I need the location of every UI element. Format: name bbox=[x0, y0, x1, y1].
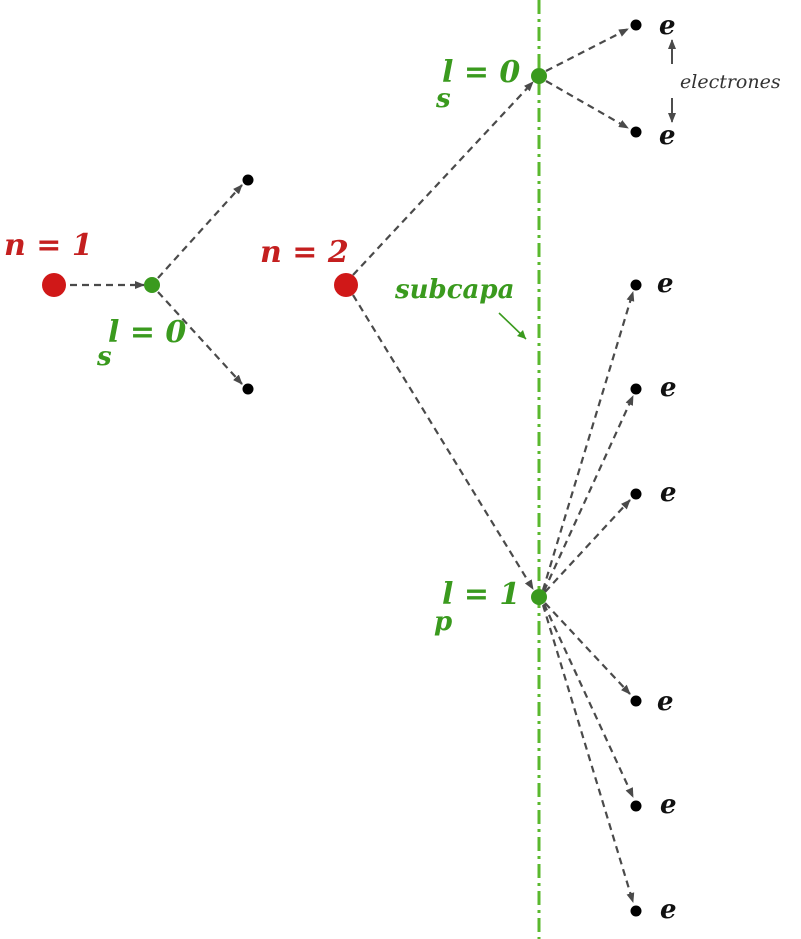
electron-labels: e e e e e e e e bbox=[657, 11, 677, 925]
subshell-node-n2-s bbox=[531, 68, 547, 84]
arrow-p-to-electron-5 bbox=[543, 603, 634, 798]
arrow-p-to-electron-1 bbox=[541, 291, 635, 591]
arrow-p-to-electron-6 bbox=[541, 604, 635, 903]
electron-dot bbox=[630, 488, 642, 500]
subcapa-label: subcapa bbox=[394, 275, 514, 305]
arrow-p-to-electron-3 bbox=[544, 499, 631, 593]
electron-dot bbox=[630, 126, 642, 138]
subshell-l-label-n2s: l = 0 bbox=[442, 55, 520, 90]
shell-node-n2 bbox=[334, 273, 358, 297]
arrow-s2-to-electron-2 bbox=[545, 80, 629, 129]
shell-label-n1: n = 1 bbox=[4, 228, 93, 263]
electron-dot bbox=[630, 905, 642, 917]
electron-label: e bbox=[660, 790, 677, 820]
electron-dot bbox=[242, 174, 254, 186]
subshell-type-label-n2p: p bbox=[434, 607, 452, 637]
subcapa-pointer-head bbox=[517, 330, 526, 339]
electron-dot bbox=[630, 800, 642, 812]
shell-node-n1 bbox=[42, 273, 66, 297]
arrow-p-to-electron-4 bbox=[544, 602, 631, 695]
electron-dot bbox=[630, 695, 642, 707]
subshell-l-label-n1: l = 0 bbox=[108, 315, 186, 350]
arrow-p-to-electron-2 bbox=[542, 395, 635, 592]
subshell-node-n1-s bbox=[144, 277, 160, 293]
electrones-label: electrones bbox=[680, 71, 781, 93]
electron-label: e bbox=[660, 478, 677, 508]
electron-dot bbox=[630, 383, 642, 395]
electron-label: e bbox=[660, 373, 677, 403]
subshell-type-label-n2s: s bbox=[435, 84, 451, 114]
arrow-s1-to-electron-down bbox=[157, 291, 243, 385]
arrow-n2-to-s bbox=[352, 81, 534, 276]
arrow-s2-to-electron-1 bbox=[545, 28, 629, 72]
electron-label: e bbox=[660, 895, 677, 925]
electron-label: e bbox=[657, 687, 674, 717]
electron-dots bbox=[242, 19, 642, 917]
arrow-s1-to-electron-up bbox=[157, 184, 243, 279]
electron-dot bbox=[630, 19, 642, 31]
subshell-type-label-n1: s bbox=[96, 342, 112, 372]
subshell-l-label-n2p: l = 1 bbox=[442, 577, 520, 612]
electrones-annotation: electrones bbox=[668, 39, 781, 123]
arrow-n2-to-p bbox=[352, 294, 534, 590]
electron-label: e bbox=[659, 121, 676, 151]
subcapa-annotation: subcapa bbox=[394, 275, 527, 340]
electron-dot bbox=[630, 279, 642, 291]
arrows bbox=[70, 28, 635, 903]
electron-dot bbox=[242, 383, 254, 395]
subshell-node-n2-p bbox=[531, 589, 547, 605]
shell-label-n2: n = 2 bbox=[260, 235, 349, 270]
electron-label: e bbox=[657, 269, 674, 299]
electron-label: e bbox=[659, 11, 676, 41]
